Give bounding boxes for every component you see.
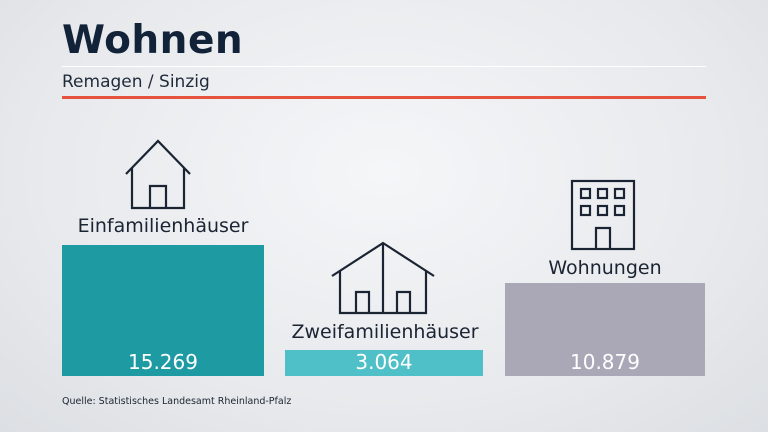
house-icon (125, 139, 191, 210)
category-label-einfamilienhaeuser: Einfamilienhäuser (77, 215, 249, 237)
bar-value-zweifamilienhaeuser: 3.064 (355, 350, 413, 374)
page-title: Wohnen (62, 18, 244, 63)
category-label-wohnungen: Wohnungen (548, 257, 662, 279)
page-subtitle: Remagen / Sinzig (62, 72, 210, 92)
apartment-building-icon (570, 179, 636, 251)
category-label-zweifamilienhaeuser: Zweifamilienhäuser (291, 321, 479, 343)
bar-einfamilienhaeuser: 15.269 (62, 245, 264, 376)
bar-wohnungen: 10.879 (505, 283, 705, 376)
double-house-icon (331, 241, 435, 315)
bar-zweifamilienhaeuser: 3.064 (285, 350, 483, 376)
bar-value-wohnungen: 10.879 (570, 350, 640, 374)
source-note: Quelle: Statistisches Landesamt Rheinlan… (62, 396, 292, 407)
title-divider (62, 66, 706, 67)
bar-value-einfamilienhaeuser: 15.269 (128, 350, 198, 374)
accent-divider (62, 96, 706, 99)
